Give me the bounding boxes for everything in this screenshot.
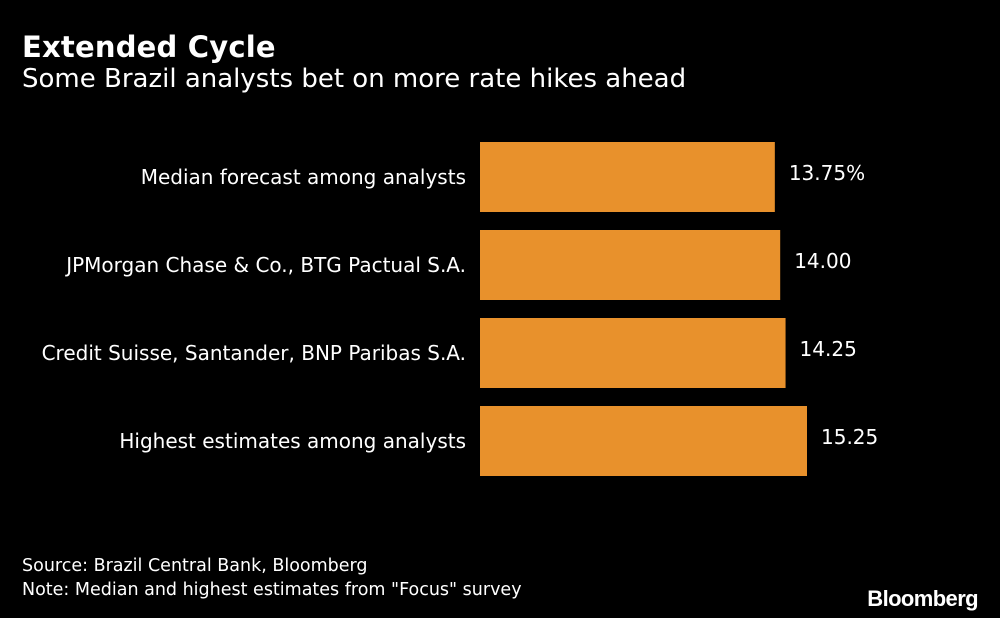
bar-3 <box>480 318 786 388</box>
bar-1 <box>480 142 775 212</box>
footnote: Note: Median and highest estimates from … <box>22 580 522 600</box>
chart-title: Extended Cycle <box>22 30 276 64</box>
value-label-2: 14.00 <box>794 249 851 273</box>
category-label-3: Credit Suisse, Santander, BNP Paribas S.… <box>42 341 466 365</box>
value-label-3: 14.25 <box>800 337 857 361</box>
bloomberg-logo: Bloomberg <box>867 586 978 611</box>
category-label-4: Highest estimates among analysts <box>119 429 466 453</box>
bar-2 <box>480 230 781 300</box>
value-label-1: 13.75% <box>789 161 865 185</box>
category-label-1: Median forecast among analysts <box>141 165 466 189</box>
source-note: Source: Brazil Central Bank, Bloomberg <box>22 556 368 576</box>
chart-subtitle: Some Brazil analysts bet on more rate hi… <box>22 64 687 94</box>
value-label-4: 15.25 <box>821 425 878 449</box>
bar-4 <box>480 406 807 476</box>
category-label-2: JPMorgan Chase & Co., BTG Pactual S.A. <box>64 253 466 277</box>
